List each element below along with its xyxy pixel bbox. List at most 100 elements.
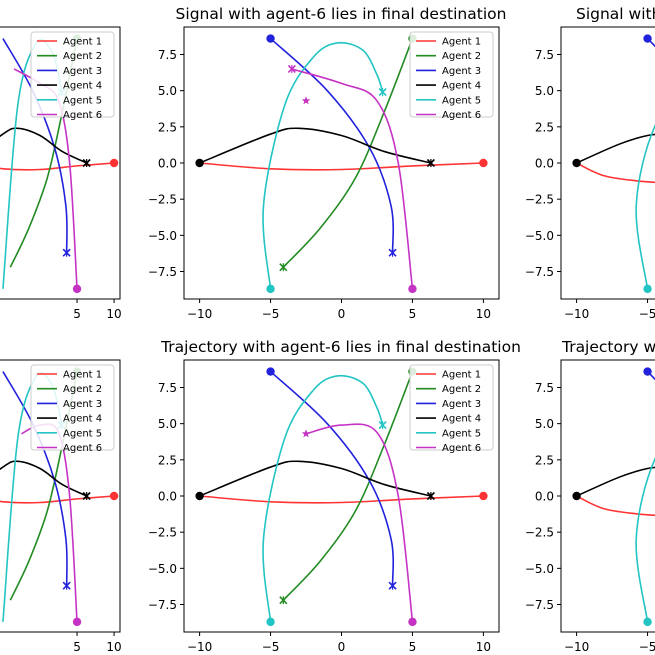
end-marker (378, 421, 387, 430)
start-marker (109, 491, 119, 501)
x-tick-label: −10 (187, 307, 212, 321)
x-tick-label: −5 (639, 307, 655, 321)
y-tick-label: 0.0 (158, 157, 177, 171)
start-marker (266, 367, 275, 376)
start-marker (195, 158, 204, 168)
legend-entry: Agent 4 (63, 414, 102, 425)
legend-entry: Agent 1 (442, 370, 481, 381)
y-tick-label: 0.0 (158, 490, 177, 504)
legend-entry: Agent 6 (63, 110, 102, 121)
axes-frame (0, 359, 121, 633)
y-tick-label: −5.0 (525, 562, 554, 576)
panel-title: Trajectory wi (561, 338, 655, 356)
end-marker (82, 491, 91, 501)
start-marker (195, 491, 204, 501)
y-tick-label: −2.5 (525, 193, 554, 207)
x-tick-label: 5 (409, 307, 417, 321)
legend-entry: Agent 6 (442, 443, 481, 454)
legend-entry: Agent 2 (63, 384, 102, 395)
start-marker (643, 34, 652, 43)
y-tick-label: 7.5 (535, 381, 554, 395)
y-tick-label: −5.0 (148, 229, 177, 243)
y-tick-label: −5.0 (148, 562, 177, 576)
legend-entry: Agent 4 (63, 81, 102, 92)
series-line-agent-6 (291, 68, 414, 289)
legend-entry: Agent 2 (442, 51, 481, 62)
start-marker (572, 158, 581, 168)
start-marker (643, 617, 652, 627)
y-tick-label: 0.0 (535, 490, 554, 504)
x-tick-label: 10 (476, 307, 491, 321)
start-marker (266, 34, 275, 43)
series-line-agent-5 (635, 457, 655, 622)
legend-entry: Agent 5 (63, 95, 102, 106)
series-line-agent-4 (0, 127, 88, 164)
start-marker (408, 284, 417, 294)
x-tick-label: −5 (639, 640, 655, 654)
x-tick-label: 5 (73, 640, 81, 654)
end-marker (62, 248, 71, 257)
end-marker (378, 88, 387, 97)
end-marker (388, 581, 397, 590)
start-marker (266, 284, 275, 294)
end-marker (287, 64, 296, 74)
legend-entry: Agent 4 (442, 414, 481, 425)
series-line-agent-3 (270, 370, 395, 586)
axes-frame (0, 26, 121, 300)
x-tick-label: 0 (338, 640, 346, 654)
y-tick-label: 0.0 (535, 157, 554, 171)
y-tick-label: 7.5 (535, 48, 554, 62)
legend: Agent 1 Agent 2 Agent 3 Agent 4 Agent 5 Agent… (409, 31, 494, 121)
y-tick-label: −2.5 (525, 526, 554, 540)
series-line-agent-1 (0, 495, 115, 504)
legend-entry: Agent 3 (63, 399, 102, 410)
y-tick-label: 7.5 (158, 48, 177, 62)
series-line-agent-4 (199, 460, 432, 497)
legend-entry: Agent 1 (63, 370, 102, 381)
series-line-agent-1 (0, 162, 115, 171)
start-marker (643, 284, 652, 294)
series-line-agent-2 (282, 371, 414, 601)
y-tick-label: 2.5 (535, 453, 554, 467)
x-tick-label: −10 (564, 640, 589, 654)
series-line-agent-1 (576, 495, 655, 517)
end-marker (62, 581, 71, 590)
legend-entry: Agent 6 (63, 443, 102, 454)
end-marker (426, 491, 435, 501)
panel-top-center: Signal with agent-6 lies in final destin… (148, 5, 507, 321)
start-marker (479, 491, 488, 501)
y-tick-label: −7.5 (148, 265, 177, 279)
start-marker (109, 158, 119, 168)
x-tick-label: −10 (564, 307, 589, 321)
legend-entry: Agent 5 (63, 428, 102, 439)
panel-bottom-center: Trajectory with agent-6 lies in final de… (148, 338, 521, 654)
legend-entry: Agent 1 (63, 37, 102, 48)
start-marker (479, 158, 488, 168)
series-line-agent-5 (635, 124, 655, 289)
series-line-agent-2 (282, 38, 414, 268)
star-marker (301, 96, 311, 105)
panel-title: Signal with (576, 5, 655, 23)
x-tick-label: 5 (409, 640, 417, 654)
series-line-agent-6 (305, 423, 414, 622)
series-line-agent-5 (262, 41, 384, 289)
x-tick-label: 10 (106, 640, 121, 654)
end-marker (426, 158, 435, 168)
start-marker (643, 367, 652, 376)
x-tick-label: −5 (262, 307, 280, 321)
end-marker (388, 248, 397, 257)
legend-entry: Agent 5 (442, 428, 481, 439)
x-tick-label: 10 (106, 307, 121, 321)
panel-title: Trajectory with agent-6 lies in final de… (160, 338, 521, 356)
series-line-agent-1 (199, 495, 484, 504)
legend: Agent 1 Agent 2 Agent 3 Agent 4 Agent 5 Agent… (30, 364, 115, 454)
end-marker (82, 158, 91, 168)
panel-title: Signal with agent-6 lies in final destin… (176, 5, 507, 23)
star-marker (301, 429, 311, 438)
legend-entry: Agent 3 (442, 66, 481, 77)
x-tick-label: −5 (262, 640, 280, 654)
legend-entry: Agent 2 (63, 51, 102, 62)
legend-entry: Agent 3 (63, 66, 102, 77)
